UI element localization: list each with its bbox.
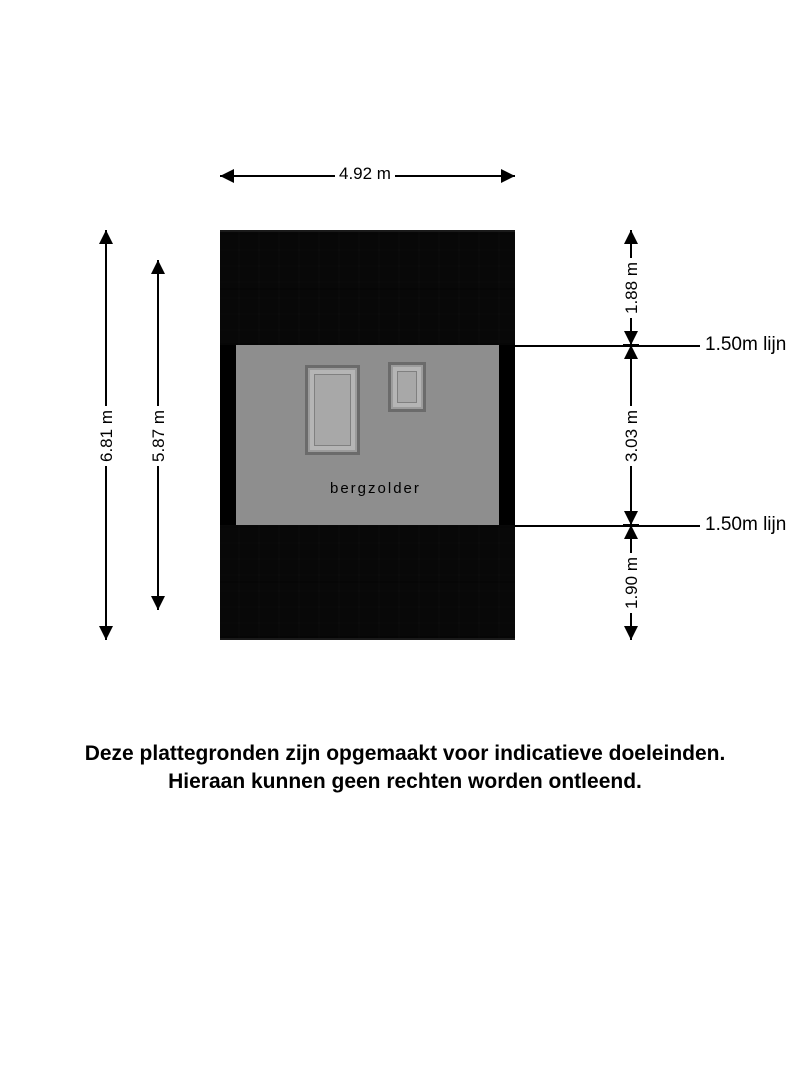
arrow-down-icon — [624, 626, 638, 640]
dim-right-lower-label: 1.90 m — [622, 553, 642, 613]
ext-line-upper — [515, 345, 700, 347]
disclaimer-text: Deze plattegronden zijn opgemaakt voor i… — [0, 740, 810, 797]
arrow-up-icon — [99, 230, 113, 244]
disclaimer-line1: Deze plattegronden zijn opgemaakt voor i… — [0, 740, 810, 768]
arrow-right-icon — [501, 169, 515, 183]
wall-post-left — [220, 345, 236, 525]
skylight-small — [388, 362, 426, 412]
tick-lower — [623, 524, 639, 526]
arrow-down-icon — [99, 626, 113, 640]
line-label-lower: 1.50m lijn — [705, 514, 786, 536]
arrow-up-icon — [624, 525, 638, 539]
arrow-up-icon — [624, 345, 638, 359]
arrow-up-icon — [624, 230, 638, 244]
dim-left-outer-label: 6.81 m — [97, 406, 117, 466]
tick-upper — [623, 344, 639, 346]
arrow-down-icon — [624, 511, 638, 525]
dim-top-label: 4.92 m — [335, 164, 395, 184]
attic-floor — [220, 345, 515, 525]
roof-section-bottom — [220, 525, 515, 640]
dim-right-middle-label: 3.03 m — [622, 406, 642, 466]
arrow-down-icon — [151, 596, 165, 610]
dim-left-inner-label: 5.87 m — [149, 406, 169, 466]
arrow-down-icon — [624, 331, 638, 345]
wall-post-right — [499, 345, 515, 525]
room-label: bergzolder — [330, 480, 421, 497]
roof-section-top — [220, 230, 515, 345]
line-label-upper: 1.50m lijn — [705, 334, 786, 356]
arrow-left-icon — [220, 169, 234, 183]
disclaimer-line2: Hieraan kunnen geen rechten worden ontle… — [0, 768, 810, 796]
floorplan-canvas: bergzolder 4.92 m 6.81 m 5.87 m 1.50m li… — [0, 0, 810, 1080]
skylight-large — [305, 365, 360, 455]
arrow-up-icon — [151, 260, 165, 274]
dim-right-upper-label: 1.88 m — [622, 258, 642, 318]
ext-line-lower — [515, 525, 700, 527]
